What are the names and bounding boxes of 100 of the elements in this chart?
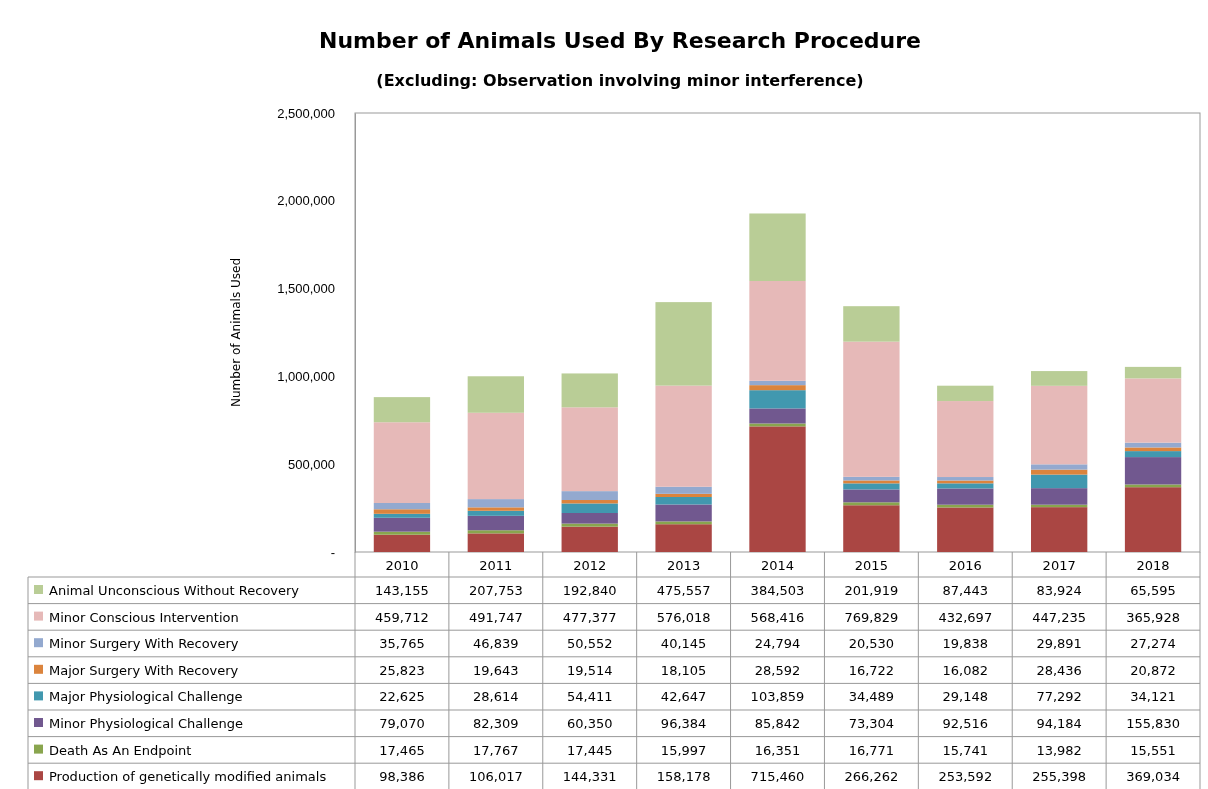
- bar: [1124, 484, 1182, 488]
- data-label: 16,351: [754, 742, 801, 758]
- bar: [1031, 469, 1088, 475]
- data-label: 447,235: [1032, 609, 1087, 625]
- bar: [467, 515, 524, 531]
- data-label: 207,753: [468, 583, 523, 598]
- data-label: 60,350: [566, 716, 613, 731]
- bar: [1124, 447, 1182, 452]
- data-label: 28,436: [1036, 662, 1082, 678]
- legend-label: Minor Physiological Challenge: [49, 716, 243, 731]
- bar: [561, 491, 618, 501]
- data-label: 20,530: [848, 636, 895, 652]
- legend-label: Production of genetically modified animals: [49, 769, 327, 785]
- data-label: 15,551: [1130, 742, 1176, 758]
- x-tick-label: 2015: [854, 558, 888, 573]
- bar: [843, 306, 900, 342]
- bar: [373, 509, 431, 514]
- data-label: 15,997: [660, 742, 707, 758]
- bar: [655, 486, 712, 494]
- bar: [373, 531, 431, 535]
- data-label: 432,697: [938, 609, 993, 625]
- bar: [843, 480, 900, 484]
- bar: [749, 390, 806, 409]
- bar: [749, 426, 806, 552]
- bar: [467, 510, 524, 516]
- x-tick-label: 2013: [667, 558, 701, 573]
- bar: [467, 507, 524, 511]
- data-label: 16,082: [942, 662, 989, 678]
- data-label: 25,823: [379, 662, 425, 678]
- data-label: 28,614: [473, 689, 519, 705]
- bar: [749, 385, 806, 391]
- bar: [561, 523, 618, 527]
- x-tick-label: 2011: [479, 558, 513, 573]
- data-label: 19,643: [473, 662, 519, 678]
- data-label: 144,331: [562, 769, 617, 785]
- data-label: 50,552: [566, 636, 613, 652]
- data-label: 22,625: [379, 689, 425, 705]
- bar: [467, 530, 524, 534]
- y-tick-label: -: [330, 544, 335, 560]
- data-label: 16,771: [848, 742, 895, 758]
- legend-label: Minor Conscious Intervention: [49, 609, 239, 625]
- y-tick-label: 2,500,000: [277, 105, 335, 121]
- bar: [655, 302, 712, 386]
- bar: [1124, 451, 1182, 458]
- bar: [561, 526, 618, 552]
- legend-label: Major Surgery With Recovery: [49, 662, 239, 678]
- data-label: 158,178: [656, 769, 711, 785]
- bar: [467, 533, 524, 552]
- bar: [843, 502, 900, 506]
- data-label: 568,416: [750, 609, 805, 625]
- bar: [467, 499, 524, 508]
- bar: [843, 341, 900, 477]
- data-label: 77,292: [1036, 689, 1082, 705]
- bar: [749, 423, 806, 427]
- bar: [655, 524, 712, 552]
- legend-label: Animal Unconscious Without Recovery: [49, 583, 300, 598]
- bar: [467, 412, 524, 500]
- bar: [655, 504, 712, 522]
- legend-label: Death As An Endpoint: [49, 742, 192, 758]
- bar: [1124, 366, 1182, 379]
- bar: [655, 521, 712, 525]
- bar: [1031, 474, 1088, 489]
- data-label: 46,839: [473, 636, 519, 652]
- data-label: 365,928: [1126, 609, 1180, 625]
- y-axis-title: Number of Animals Used: [229, 257, 243, 408]
- data-label: 34,489: [848, 689, 895, 705]
- bar: [1124, 487, 1182, 552]
- data-label: 769,829: [844, 609, 899, 625]
- data-label: 42,647: [660, 689, 707, 705]
- bar: [1031, 507, 1088, 552]
- bar: [843, 483, 900, 490]
- data-label: 715,460: [750, 769, 805, 785]
- data-label: 106,017: [468, 769, 523, 785]
- data-label: 79,070: [379, 716, 425, 731]
- data-label: 82,309: [473, 716, 519, 731]
- data-label: 40,145: [660, 636, 707, 652]
- bar: [373, 534, 431, 552]
- data-label: 15,741: [942, 742, 989, 758]
- x-tick-label: 2017: [1042, 558, 1076, 573]
- data-label: 253,592: [938, 769, 993, 785]
- data-label: 475,557: [656, 583, 711, 598]
- bar: [749, 408, 806, 424]
- bar: [561, 407, 618, 492]
- bar: [655, 493, 712, 497]
- bar: [1124, 457, 1182, 485]
- bar: [843, 505, 900, 552]
- x-tick-label: 2012: [573, 558, 607, 573]
- data-label: 29,891: [1036, 636, 1082, 652]
- bar: [373, 422, 431, 503]
- data-label: 13,982: [1036, 742, 1082, 758]
- bar: [1031, 371, 1088, 386]
- data-label: 73,304: [848, 716, 895, 731]
- data-label: 16,722: [848, 662, 895, 678]
- data-label: 384,503: [750, 583, 805, 598]
- data-label: 103,859: [750, 689, 805, 705]
- data-label: 491,747: [468, 609, 523, 625]
- bar: [937, 488, 994, 505]
- chart-title: Number of Animals Used By Research Procedure: [318, 28, 922, 53]
- data-label: 96,384: [660, 716, 707, 731]
- data-label: 459,712: [375, 609, 429, 625]
